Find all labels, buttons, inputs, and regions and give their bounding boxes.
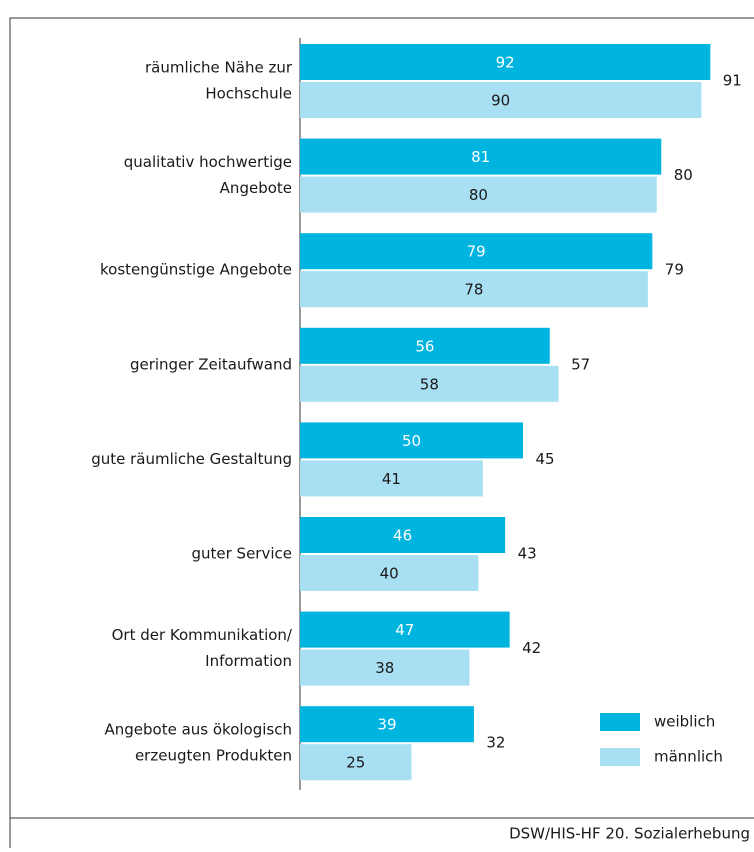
frame: [9, 17, 754, 848]
category-label: kostengünstige Angebote: [100, 261, 292, 279]
bar: [300, 555, 479, 591]
category-label: erzeugten Produkten: [135, 747, 292, 765]
category-label: Angebote: [220, 179, 292, 197]
legend-label: männlich: [654, 748, 723, 766]
value-label: 58: [420, 375, 439, 393]
source: DSW/HIS-HF 20. Sozialerhebung: [509, 825, 750, 843]
category-label: Information: [205, 652, 292, 670]
value-label: 46: [393, 527, 412, 545]
value-label: 79: [467, 243, 486, 261]
total-label: 57: [571, 355, 590, 373]
value-label: 92: [496, 54, 515, 72]
total-label: 32: [486, 734, 505, 752]
bar: [300, 327, 550, 364]
bar: [300, 176, 657, 213]
value-label: 80: [469, 186, 488, 204]
value-label: 56: [415, 337, 434, 355]
bar: [300, 517, 506, 553]
value-label: 39: [377, 716, 396, 734]
category-label: Angebote aus ökologisch: [105, 721, 293, 739]
category-label: gute räumliche Gestaltung: [91, 450, 292, 468]
bar: [300, 422, 523, 459]
total-label: 79: [665, 261, 684, 279]
value-label: 47: [395, 621, 414, 639]
total-label: 42: [522, 639, 541, 657]
bar: [300, 82, 702, 118]
bar: [300, 365, 559, 402]
bar: [300, 233, 653, 270]
legend-label: weiblich: [654, 713, 715, 731]
value-label: 90: [491, 92, 510, 110]
bar: [300, 744, 412, 781]
bar: [300, 649, 470, 686]
category-label: Ort der Kommunikation/: [112, 626, 293, 644]
bar: [300, 44, 711, 80]
value-label: 78: [464, 281, 483, 299]
total-label: 91: [723, 72, 742, 90]
legend-swatch: [600, 713, 640, 731]
category-label: qualitativ hochwertige: [124, 153, 292, 171]
bar: [300, 271, 648, 308]
total-label: 45: [535, 450, 554, 468]
category-label: geringer Zeitaufwand: [130, 355, 292, 373]
bar: [300, 460, 483, 497]
total-label: 80: [674, 166, 693, 184]
bar: [300, 706, 474, 743]
category-label: guter Service: [191, 545, 292, 563]
value-label: 81: [471, 148, 490, 166]
value-label: 25: [346, 754, 365, 772]
value-label: 50: [402, 432, 421, 450]
total-label: 43: [518, 545, 537, 563]
category-label: räumliche Nähe zur: [145, 59, 293, 77]
bar: [300, 138, 662, 175]
legend-swatch: [600, 748, 640, 766]
bar: [300, 611, 510, 648]
value-label: 40: [380, 565, 399, 583]
category-label: Hochschule: [205, 85, 292, 103]
value-label: 41: [382, 470, 401, 488]
value-label: 38: [375, 659, 394, 677]
